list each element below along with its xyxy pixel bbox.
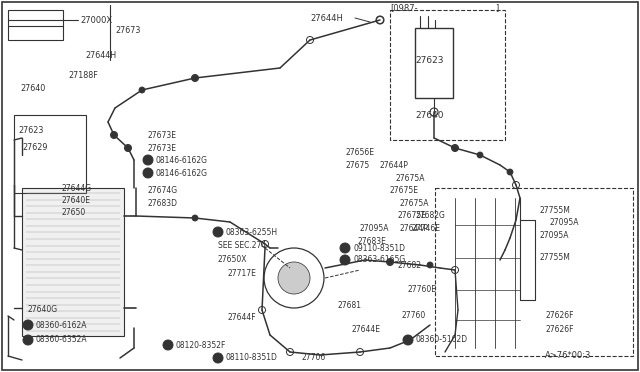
Text: 27000X: 27000X [80, 16, 112, 25]
Circle shape [507, 169, 513, 175]
Circle shape [387, 259, 393, 265]
Text: 27682: 27682 [398, 260, 422, 269]
Text: B: B [166, 342, 170, 348]
Text: 27755M: 27755M [540, 253, 571, 263]
Text: A>76*00:3: A>76*00:3 [545, 352, 591, 360]
Text: 27640: 27640 [416, 110, 444, 119]
Circle shape [340, 243, 350, 253]
Text: 08360-6162A: 08360-6162A [36, 321, 88, 330]
Text: 27682G: 27682G [416, 211, 446, 219]
Text: 27650: 27650 [62, 208, 86, 217]
Circle shape [278, 262, 310, 294]
Text: 27623: 27623 [18, 125, 44, 135]
Bar [14, 115, 86, 193]
Text: 27095A: 27095A [550, 218, 579, 227]
Bar [435, 188, 633, 356]
Text: S: S [26, 337, 30, 343]
Text: 27644P: 27644P [380, 160, 409, 170]
Text: 27683D: 27683D [148, 199, 178, 208]
Text: 27755M: 27755M [540, 205, 571, 215]
Text: 27623: 27623 [416, 55, 444, 64]
Text: S: S [343, 257, 347, 263]
Circle shape [139, 87, 145, 93]
Text: 27640: 27640 [20, 83, 45, 93]
Text: 27717E: 27717E [228, 269, 257, 279]
Text: 27095A: 27095A [360, 224, 390, 232]
Text: 27675A: 27675A [400, 199, 429, 208]
Circle shape [111, 132, 117, 138]
Text: 27674G: 27674G [148, 186, 178, 195]
Circle shape [143, 155, 153, 165]
Text: 27675E: 27675E [390, 186, 419, 195]
Text: 27629: 27629 [22, 142, 47, 151]
Circle shape [163, 340, 173, 350]
Circle shape [213, 353, 223, 363]
Circle shape [340, 255, 350, 265]
Circle shape [403, 335, 413, 345]
Bar [22, 188, 124, 336]
Bar [390, 10, 505, 140]
Text: 27188F: 27188F [68, 71, 98, 80]
Text: 08363-6165G: 08363-6165G [353, 256, 405, 264]
Text: 27706: 27706 [302, 353, 326, 362]
Text: 27673E: 27673E [148, 131, 177, 140]
Text: 08110-8351D: 08110-8351D [226, 353, 278, 362]
Text: S: S [26, 322, 30, 328]
Circle shape [427, 262, 433, 268]
Text: 09110-8351D: 09110-8351D [353, 244, 405, 253]
Text: 27683E: 27683E [358, 237, 387, 246]
Text: SEE SEC.274: SEE SEC.274 [218, 241, 266, 250]
Circle shape [23, 320, 33, 330]
Text: 27650X: 27650X [218, 256, 248, 264]
Text: 08360-6352A: 08360-6352A [36, 336, 88, 344]
Text: 27644E: 27644E [352, 326, 381, 334]
Text: 27644H: 27644H [310, 13, 343, 22]
Text: 27760E: 27760E [408, 285, 437, 295]
Text: 27675A: 27675A [395, 173, 424, 183]
Text: S: S [406, 337, 410, 343]
Text: 08360-5162D: 08360-5162D [416, 336, 468, 344]
Text: 08146-6162G: 08146-6162G [156, 169, 208, 177]
Text: S: S [216, 229, 220, 235]
Text: 27644F: 27644F [228, 314, 257, 323]
Text: 27673: 27673 [115, 26, 140, 35]
Circle shape [192, 75, 198, 81]
Text: 27746E: 27746E [412, 224, 441, 232]
Text: 27640G: 27640G [28, 305, 58, 314]
Text: S: S [146, 170, 150, 176]
Text: S: S [146, 157, 150, 163]
Text: 27644G: 27644G [62, 183, 92, 192]
Text: 27095A: 27095A [540, 231, 570, 240]
Text: 27681: 27681 [338, 301, 362, 310]
Text: B: B [216, 355, 220, 361]
Text: 08146-6162G: 08146-6162G [156, 155, 208, 164]
Circle shape [213, 227, 223, 237]
Text: 27656E: 27656E [345, 148, 374, 157]
Circle shape [23, 335, 33, 345]
Text: 27640E: 27640E [62, 196, 91, 205]
Text: 27644H: 27644H [85, 51, 116, 60]
Text: 08363-6255H: 08363-6255H [226, 228, 278, 237]
Text: 27673E: 27673E [148, 144, 177, 153]
Text: 08120-8352F: 08120-8352F [176, 340, 227, 350]
Bar [415, 28, 453, 98]
Text: 27675: 27675 [345, 160, 369, 170]
Text: B: B [342, 245, 348, 251]
Text: ]: ] [495, 3, 499, 13]
Circle shape [452, 145, 458, 151]
Text: 27644P: 27644P [400, 224, 429, 232]
Circle shape [125, 145, 131, 151]
Bar [8, 10, 63, 40]
Circle shape [143, 168, 153, 178]
Text: 27626F: 27626F [545, 311, 573, 321]
Text: 27626F: 27626F [545, 326, 573, 334]
Text: 27760: 27760 [402, 311, 426, 320]
Circle shape [477, 152, 483, 158]
Circle shape [192, 215, 198, 221]
Text: 27675E: 27675E [398, 211, 427, 219]
Text: [0987-: [0987- [390, 3, 418, 13]
